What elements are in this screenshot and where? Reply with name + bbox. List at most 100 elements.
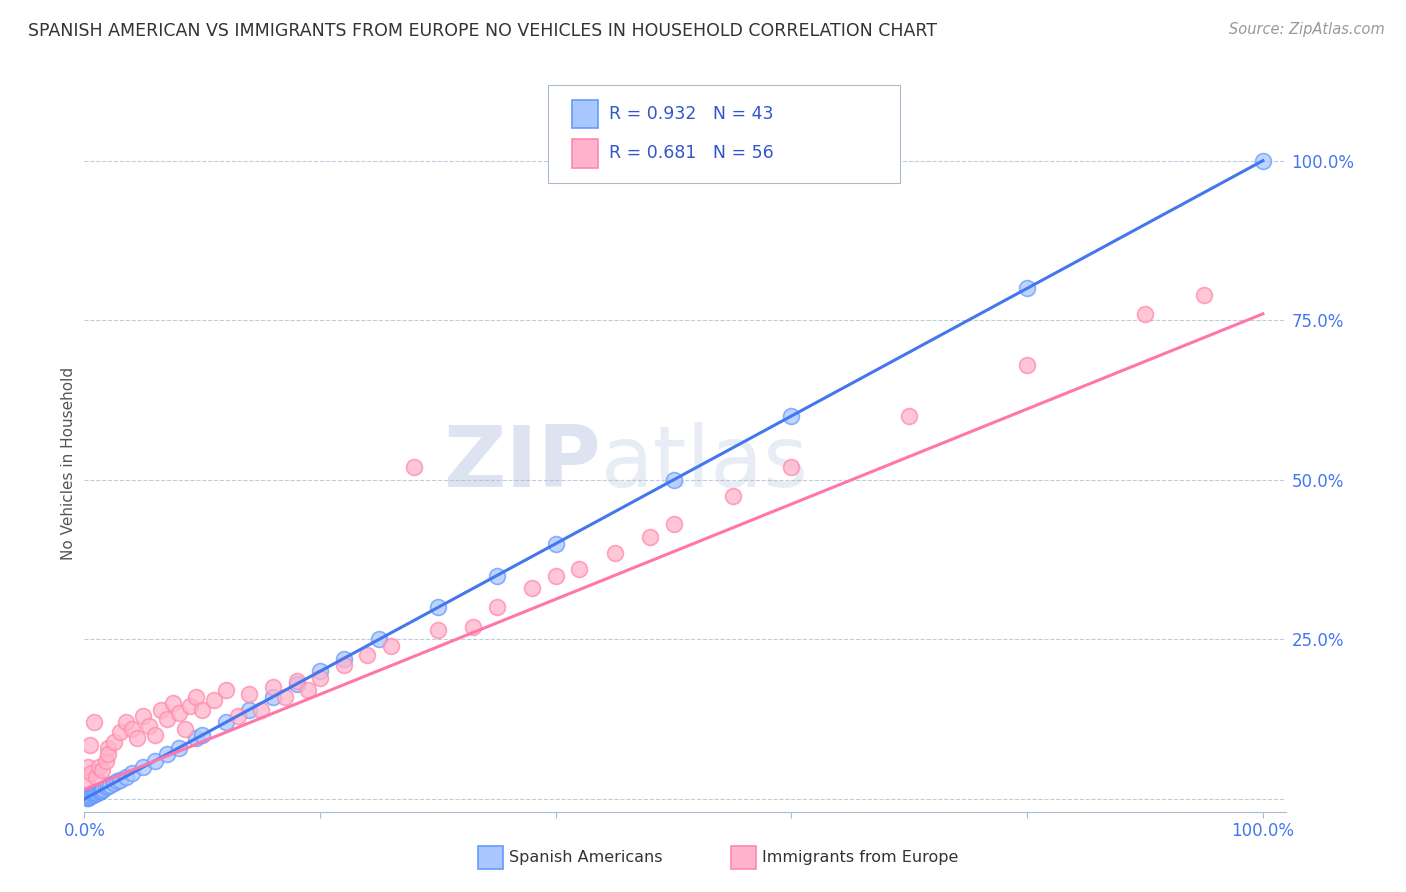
Point: [89, 784, 111, 798]
Point: [898, 409, 921, 423]
Point: [522, 582, 544, 596]
Point: [80, 789, 103, 803]
Point: [82, 788, 104, 802]
Point: [662, 517, 685, 532]
Point: [156, 712, 179, 726]
Point: [332, 651, 354, 665]
Point: [426, 600, 449, 615]
Point: [108, 725, 131, 739]
Point: [285, 673, 308, 688]
Point: [143, 728, 166, 742]
Point: [202, 693, 225, 707]
Point: [1133, 307, 1156, 321]
Point: [77, 760, 100, 774]
Point: [80, 766, 103, 780]
Text: atlas: atlas: [602, 422, 810, 506]
Point: [780, 409, 803, 423]
Point: [79, 738, 101, 752]
Point: [132, 760, 155, 774]
Point: [167, 740, 190, 755]
Point: [544, 568, 567, 582]
Point: [143, 754, 166, 768]
Point: [332, 657, 354, 672]
Point: [83, 715, 105, 730]
Point: [76, 791, 98, 805]
Point: [226, 709, 249, 723]
Point: [250, 703, 273, 717]
Text: Immigrants from Europe: Immigrants from Europe: [762, 850, 959, 864]
Point: [84, 770, 107, 784]
Point: [262, 680, 284, 694]
Point: [173, 722, 195, 736]
Point: [191, 703, 214, 717]
Point: [79, 789, 101, 804]
Point: [77, 790, 100, 805]
Point: [103, 776, 125, 790]
Point: [1017, 358, 1039, 372]
Point: [114, 770, 136, 784]
Point: [83, 788, 105, 802]
Point: [138, 718, 160, 732]
Point: [114, 715, 136, 730]
Point: [167, 706, 190, 720]
Point: [309, 665, 332, 679]
Text: SPANISH AMERICAN VS IMMIGRANTS FROM EUROPE NO VEHICLES IN HOUSEHOLD CORRELATION : SPANISH AMERICAN VS IMMIGRANTS FROM EURO…: [28, 22, 938, 40]
Point: [108, 772, 131, 787]
Text: Spanish Americans: Spanish Americans: [509, 850, 662, 864]
Point: [186, 731, 208, 746]
Y-axis label: No Vehicles in Household: No Vehicles in Household: [60, 368, 76, 560]
Point: [404, 460, 426, 475]
Point: [215, 715, 238, 730]
Point: [90, 783, 112, 797]
Point: [603, 546, 626, 560]
Point: [238, 703, 260, 717]
Point: [94, 780, 117, 795]
Point: [76, 772, 98, 787]
Point: [91, 782, 114, 797]
Point: [91, 763, 114, 777]
Point: [544, 536, 567, 550]
Point: [156, 747, 179, 762]
Point: [463, 619, 485, 633]
Point: [149, 703, 172, 717]
Text: R = 0.681   N = 56: R = 0.681 N = 56: [609, 145, 773, 162]
Point: [97, 740, 120, 755]
Point: [297, 683, 319, 698]
Point: [356, 648, 378, 663]
Point: [274, 690, 297, 704]
Point: [380, 639, 402, 653]
Point: [91, 783, 114, 797]
Point: [98, 778, 121, 792]
Point: [162, 696, 184, 710]
Point: [721, 489, 744, 503]
Point: [780, 460, 803, 475]
Point: [87, 760, 110, 774]
Point: [285, 677, 308, 691]
Point: [86, 786, 108, 800]
Point: [485, 600, 508, 615]
Point: [262, 690, 284, 704]
Point: [638, 530, 661, 544]
Point: [1251, 153, 1274, 168]
Point: [103, 734, 125, 748]
Text: Source: ZipAtlas.com: Source: ZipAtlas.com: [1229, 22, 1385, 37]
Point: [191, 728, 214, 742]
Point: [368, 632, 391, 647]
Point: [1192, 287, 1215, 301]
Point: [132, 709, 155, 723]
Point: [84, 786, 107, 800]
Point: [426, 623, 449, 637]
Point: [238, 687, 260, 701]
Text: R = 0.932   N = 43: R = 0.932 N = 43: [609, 105, 773, 123]
Point: [77, 790, 100, 805]
Point: [127, 731, 149, 746]
Point: [121, 766, 143, 780]
Point: [485, 568, 508, 582]
Point: [97, 747, 120, 762]
Point: [186, 690, 208, 704]
Point: [84, 787, 107, 801]
Point: [105, 774, 128, 789]
Point: [309, 671, 332, 685]
Point: [662, 473, 685, 487]
Point: [215, 683, 238, 698]
